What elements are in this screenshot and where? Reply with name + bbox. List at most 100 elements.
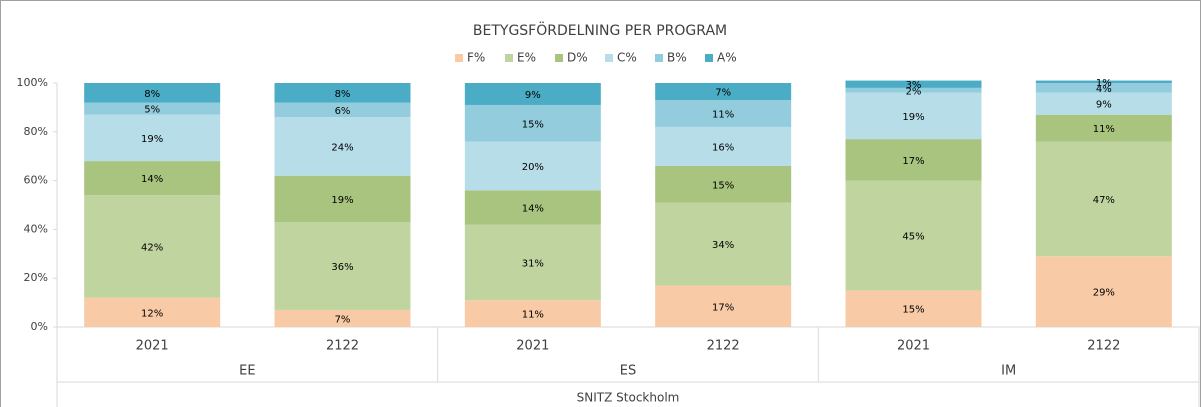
data-label: 17% <box>712 302 734 313</box>
data-label: 5% <box>144 105 160 116</box>
data-label: 19% <box>331 195 353 206</box>
bar-segment <box>1035 83 1172 93</box>
bar-segment <box>1035 92 1172 115</box>
y-tick-label: 0% <box>31 320 48 333</box>
bar-segment <box>274 102 411 118</box>
data-label: 7% <box>715 88 731 99</box>
bar-segment <box>1035 256 1172 327</box>
bar-segment <box>464 141 601 191</box>
bar-segment <box>845 180 982 291</box>
y-tick-label: 40% <box>24 222 48 235</box>
data-label: 29% <box>1093 288 1115 299</box>
group-label: IM <box>1001 364 1016 379</box>
bar-segment <box>464 300 601 327</box>
bar-segment <box>84 114 221 162</box>
legend-swatch <box>605 54 613 62</box>
data-label: 34% <box>712 240 734 251</box>
bar-segment <box>655 100 792 127</box>
chart-title: BETYGSFÖRDELNING PER PROGRAM <box>473 21 727 39</box>
bar-segment <box>655 126 792 166</box>
data-label: 6% <box>335 106 351 117</box>
data-label: 19% <box>902 112 924 123</box>
data-label: 14% <box>522 203 544 214</box>
x-tick-label: 2021 <box>136 339 169 354</box>
data-label: 45% <box>902 232 924 243</box>
bar-segment <box>84 83 221 103</box>
bar-segment <box>274 83 411 103</box>
data-label: 31% <box>522 258 544 269</box>
bar-segment <box>655 165 792 203</box>
bar-segment <box>655 202 792 286</box>
legend-swatch <box>455 54 463 62</box>
bar-segment <box>845 87 982 93</box>
bar-segment <box>655 83 792 101</box>
y-tick-label: 60% <box>24 174 48 187</box>
bar-segment <box>464 104 601 142</box>
legend-label: F% <box>467 51 485 65</box>
x-tick-label: 2122 <box>326 339 359 354</box>
data-label: 14% <box>141 174 163 185</box>
x-tick-label: 2122 <box>1087 339 1120 354</box>
data-label: 11% <box>1093 124 1115 135</box>
bar-segment <box>274 222 411 310</box>
x-tick-label: 2122 <box>707 339 740 354</box>
bar-segment <box>845 80 982 88</box>
data-label: 12% <box>141 308 163 319</box>
y-tick-label: 80% <box>24 125 48 138</box>
x-tick-label: 2021 <box>897 339 930 354</box>
bar-segment <box>274 309 411 327</box>
data-label: 11% <box>522 310 544 321</box>
data-label: 15% <box>712 180 734 191</box>
legend-label: D% <box>567 51 588 65</box>
bar-segment <box>464 83 601 105</box>
legend-swatch <box>705 54 713 62</box>
data-label: 8% <box>144 89 160 100</box>
group-title: SNITZ Stockholm <box>577 391 680 405</box>
legend-swatch <box>505 54 513 62</box>
x-tick-label: 2021 <box>516 339 549 354</box>
bar-segment <box>464 190 601 225</box>
bar-segment <box>845 290 982 327</box>
data-label: 8% <box>335 89 351 100</box>
data-label: 15% <box>902 305 924 316</box>
bar-segment <box>84 102 221 115</box>
bar-segment <box>1035 114 1172 142</box>
bar-segment <box>84 195 221 298</box>
data-label: 1% <box>1096 78 1112 89</box>
data-label: 24% <box>331 142 353 153</box>
legend-label: A% <box>717 51 737 65</box>
legend-label: E% <box>517 51 536 65</box>
group-label: EE <box>239 364 255 379</box>
bar-segment <box>274 175 411 223</box>
bar-segment <box>655 285 792 327</box>
bar-segment <box>1035 141 1172 257</box>
legend-swatch <box>555 54 563 62</box>
y-tick-label: 20% <box>24 271 48 284</box>
data-label: 15% <box>522 119 544 130</box>
data-label: 16% <box>712 142 734 153</box>
legend-label: C% <box>617 51 637 65</box>
group-label: ES <box>620 364 636 379</box>
data-label: 9% <box>525 90 541 101</box>
data-label: 2% <box>906 86 922 97</box>
data-label: 19% <box>141 134 163 145</box>
bar-segment <box>464 224 601 301</box>
data-label: 3% <box>906 80 922 91</box>
bar-segment <box>1035 80 1172 83</box>
y-tick-label: 100% <box>17 76 48 89</box>
bar-segment <box>84 297 221 327</box>
bar-segment <box>274 117 411 176</box>
data-label: 42% <box>141 242 163 253</box>
bar-segment <box>845 139 982 181</box>
legend-swatch <box>655 54 663 62</box>
bar-segment <box>84 161 221 196</box>
data-label: 4% <box>1096 84 1112 95</box>
data-label: 47% <box>1093 195 1115 206</box>
data-label: 36% <box>331 262 353 273</box>
data-label: 7% <box>335 314 351 325</box>
data-label: 9% <box>1096 100 1112 111</box>
data-label: 20% <box>522 162 544 173</box>
data-label: 17% <box>902 156 924 167</box>
